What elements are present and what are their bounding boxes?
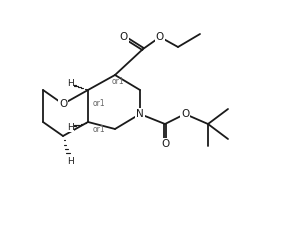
- Text: O: O: [156, 32, 164, 42]
- Text: H: H: [67, 158, 73, 167]
- Text: O: O: [181, 109, 189, 119]
- Text: or1: or1: [112, 78, 125, 86]
- Text: O: O: [161, 139, 169, 149]
- Text: N: N: [136, 109, 144, 119]
- Text: O: O: [120, 32, 128, 42]
- Text: or1: or1: [93, 125, 106, 135]
- Text: or1: or1: [93, 100, 106, 109]
- Text: H: H: [67, 79, 73, 88]
- Text: O: O: [59, 99, 67, 109]
- Text: H: H: [67, 122, 73, 132]
